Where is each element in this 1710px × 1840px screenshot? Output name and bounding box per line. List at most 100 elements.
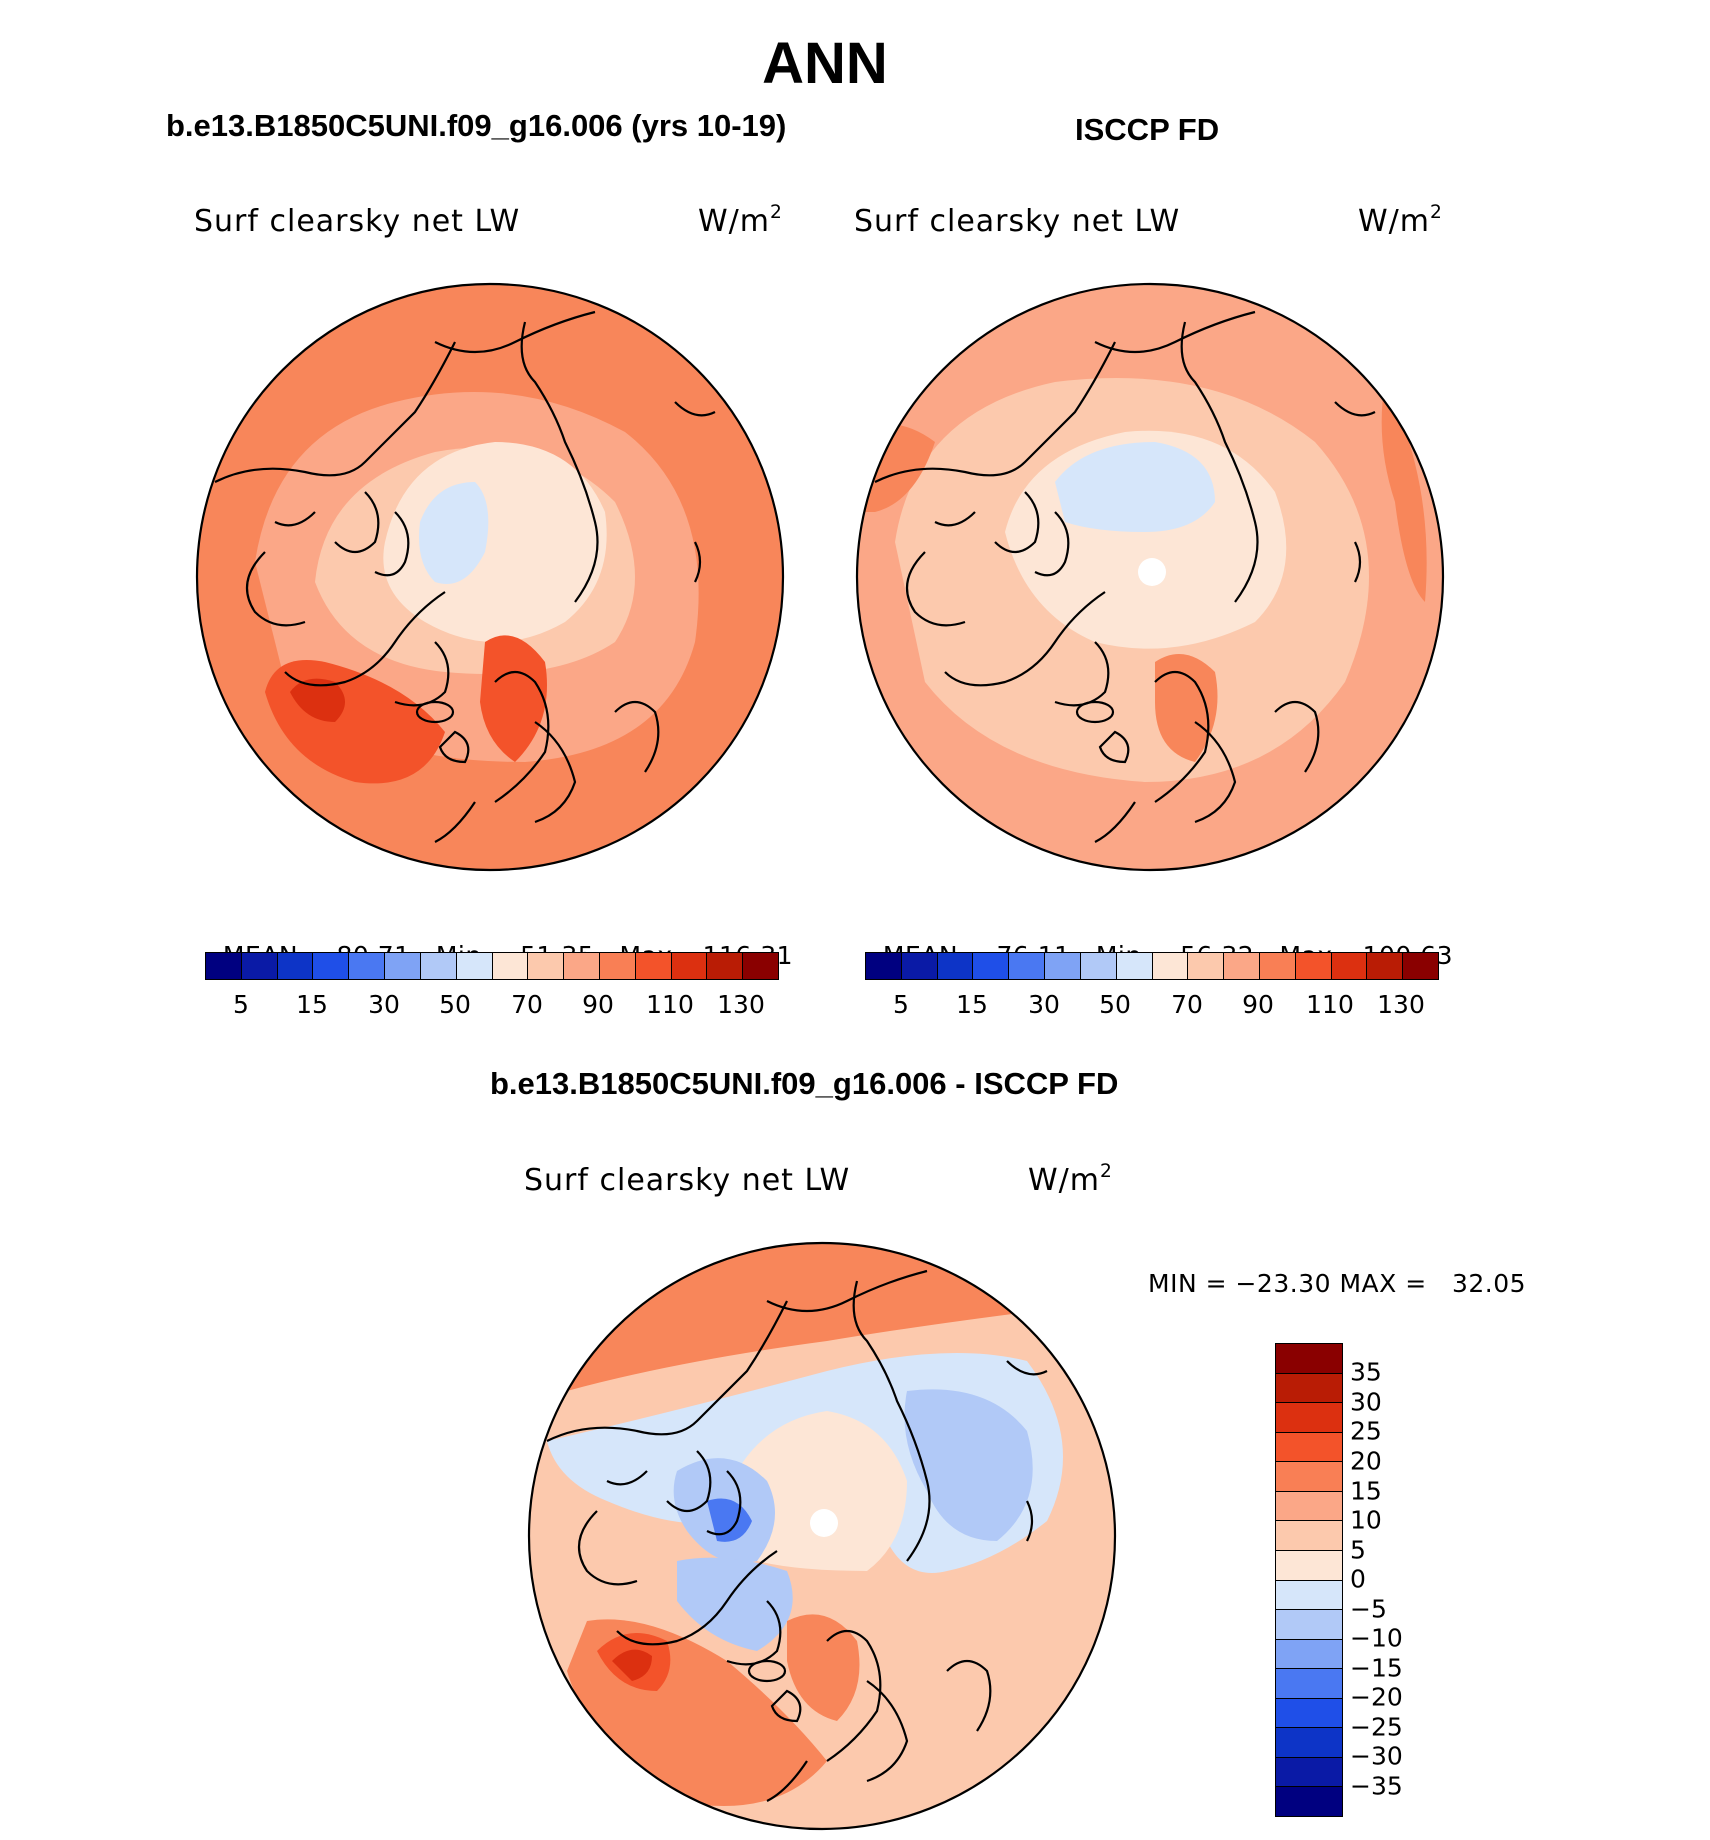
polar-map-obs [855,282,1445,872]
variable-label-diff: Surf clearsky net LW [524,1163,851,1198]
colorbar-swatch [1080,953,1117,979]
colorbar-swatch [1188,953,1225,979]
units-sup: 2 [770,202,783,224]
variable-label-model: Surf clearsky net LW [194,204,521,239]
colorbar-swatch [1331,953,1368,979]
colorbar-swatch [1116,953,1153,979]
tick-label: 10 [1350,1505,1382,1535]
tick-label: 50 [1099,990,1131,1019]
tick-label: −25 [1350,1712,1403,1742]
tick-label: 25 [1350,1416,1382,1446]
colorbar-swatch [564,953,600,979]
field-hot-norway [787,1614,860,1721]
page-title: ANN [762,31,888,96]
tick-label: 5 [1350,1535,1366,1565]
tick-label: 110 [646,990,694,1019]
tick-label: 90 [582,990,614,1019]
pole-hole [1138,558,1166,586]
tick-label: 30 [1350,1387,1382,1417]
tick-label: 15 [956,990,988,1019]
coastlines [214,310,716,843]
units-label-diff: W/m2 [1028,1161,1113,1198]
tick-label: −5 [1350,1594,1387,1624]
tick-label: 0 [1350,1564,1366,1594]
colorbar-swatch [1276,1669,1342,1699]
colorbar-ticks-obs: 5 15 30 50 70 90 110 130 [865,990,1437,1020]
colorbar-swatch [1152,953,1189,979]
tick-label: 15 [296,990,328,1019]
field-hotter-greenland [612,1649,652,1681]
colorbar-swatch [901,953,938,979]
field-outer-east [1381,382,1427,602]
colorbar-swatch [206,953,242,979]
tick-label: 15 [1350,1476,1382,1506]
pole-hole [810,1509,838,1537]
colorbar-swatch [1276,1344,1342,1374]
colorbar-swatch [973,953,1010,979]
colorbar-swatch [707,953,744,979]
colorbar-swatch [599,953,636,979]
panel-header-diff: b.e13.B1850C5UNI.f09_g16.006 - ISCCP FD [490,1066,1119,1101]
colorbar-model [205,952,779,980]
coastlines [546,1269,1048,1802]
colorbar-swatch [277,953,314,979]
colorbar-swatch [349,953,386,979]
tick-label: −35 [1350,1771,1403,1801]
tick-label: 30 [1028,990,1060,1019]
variable-label-obs: Surf clearsky net LW [854,204,1181,239]
colorbar-diff [1275,1343,1343,1817]
tick-label: 110 [1306,990,1354,1019]
colorbar-swatch [420,953,457,979]
field-hot-norway [480,635,547,762]
colorbar-swatch [1276,1403,1342,1433]
field-outer-norway [1155,654,1218,762]
coastlines [874,310,1376,843]
colorbar-swatch [1276,1462,1342,1492]
tick-label: 130 [1377,990,1425,1019]
colorbar-swatch [492,953,529,979]
minmax-diff: MIN = −23.30 MAX = 32.05 [1148,1269,1527,1298]
colorbar-swatch [671,953,708,979]
colorbar-swatch [385,953,421,979]
tick-label: 30 [368,990,400,1019]
field-blue-greenland [677,1557,793,1651]
panel-header-obs: ISCCP FD [1075,112,1220,147]
units-text: W/m [1028,1163,1100,1198]
colorbar-swatch [635,953,672,979]
colorbar-swatch [1276,1373,1342,1404]
colorbar-obs [865,952,1439,980]
polar-map-diff [527,1241,1117,1831]
polar-map-model [195,282,785,872]
tick-label: 50 [439,990,471,1019]
colorbar-swatch [1276,1757,1342,1788]
colorbar-swatch [1045,953,1081,979]
tick-label: −15 [1350,1653,1403,1683]
colorbar-swatch [313,953,350,979]
colorbar-swatch [1276,1491,1342,1522]
units-label-model: W/m2 [698,202,783,239]
colorbar-swatch [1009,953,1046,979]
colorbar-swatch [1276,1728,1342,1758]
tick-label: 20 [1350,1446,1382,1476]
colorbar-swatch [1276,1521,1342,1551]
field-hotter-greenland [290,678,345,722]
colorbar-swatch [1403,953,1438,979]
tick-label: 130 [717,990,765,1019]
colorbar-swatch [528,953,565,979]
panel-header-model: b.e13.B1850C5UNI.f09_g16.006 (yrs 10-19) [166,108,787,143]
tick-label: 5 [893,990,909,1019]
tick-label: −30 [1350,1741,1403,1771]
colorbar-swatch [937,953,974,979]
tick-label: 35 [1350,1357,1382,1387]
tick-label: 70 [1171,990,1203,1019]
colorbar-swatch [1276,1432,1342,1463]
colorbar-swatch [1276,1550,1342,1581]
units-sup: 2 [1430,202,1443,224]
tick-label: −10 [1350,1623,1403,1653]
colorbar-swatch [1276,1580,1342,1611]
field-blue-east [904,1389,1033,1541]
tick-label: −20 [1350,1682,1403,1712]
units-label-obs: W/m2 [1358,202,1443,239]
colorbar-swatch [1224,953,1260,979]
colorbar-swatch [866,953,902,979]
